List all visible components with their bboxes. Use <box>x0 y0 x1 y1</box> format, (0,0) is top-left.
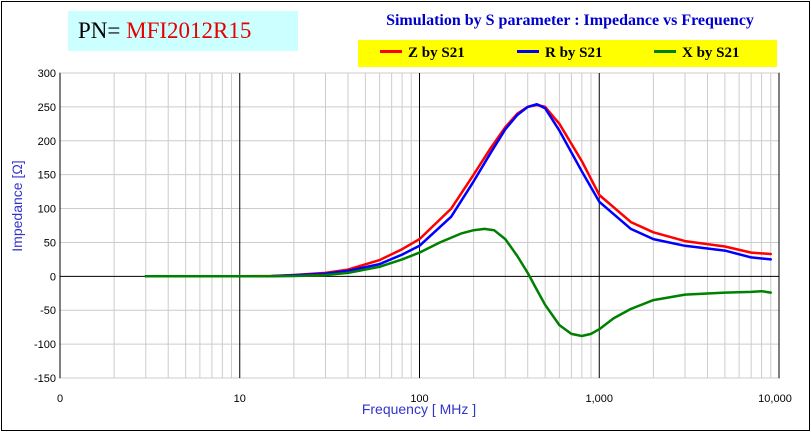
y-axis-label: Impedance [Ω] <box>9 160 25 251</box>
y-tick-label: -50 <box>40 305 56 317</box>
part-number-value: MFI2012R15 <box>126 18 252 43</box>
x-tick-label: 10 <box>234 393 246 405</box>
legend-label-x: X by S21 <box>682 45 740 61</box>
x-tick-label: 10,000 <box>758 393 792 405</box>
series-line-x <box>144 227 773 338</box>
y-tick-label: 100 <box>38 204 56 216</box>
series-line-r <box>144 102 773 278</box>
y-tick-label: 0 <box>50 271 56 283</box>
grid-major <box>59 73 780 378</box>
y-tick-label: -150 <box>34 373 56 385</box>
legend-item-r: R by S21 <box>517 40 603 67</box>
series-layer <box>144 102 773 338</box>
y-tick-label: -100 <box>34 339 56 351</box>
x-axis-label: Frequency [ MHz ] <box>362 401 476 417</box>
chart-legend: Z by S21 R by S21 X by S21 <box>358 40 777 67</box>
grid-minor <box>60 72 779 379</box>
part-number-box: PN= MFI2012R15 <box>68 11 298 51</box>
x-tick-label: 100 <box>410 393 428 405</box>
legend-label-r: R by S21 <box>545 45 603 61</box>
y-tick-label: 250 <box>38 102 56 114</box>
y-tick-label: 200 <box>38 136 56 148</box>
legend-label-z: Z by S21 <box>408 45 465 61</box>
legend-swatch-z <box>380 50 402 54</box>
y-tick-label: 50 <box>44 237 56 249</box>
legend-item-x: X by S21 <box>654 40 740 67</box>
y-tick-label: 300 <box>38 68 56 80</box>
legend-swatch-x <box>654 50 676 54</box>
legend-item-z: Z by S21 <box>380 40 465 67</box>
x-tick-label: 0 <box>57 393 63 405</box>
x-tick-label: 1,000 <box>585 393 613 405</box>
chart-title: Simulation by S parameter : Impedance vs… <box>386 12 754 29</box>
x-tick-labels: 0 10 100 1,000 10,000 <box>57 393 792 405</box>
y-tick-label: 150 <box>38 170 56 182</box>
legend-swatch-r <box>517 50 539 54</box>
part-number-label: PN= <box>78 18 121 43</box>
y-tick-labels: -150 -100 -50 0 50 100 150 200 250 300 <box>34 68 56 385</box>
